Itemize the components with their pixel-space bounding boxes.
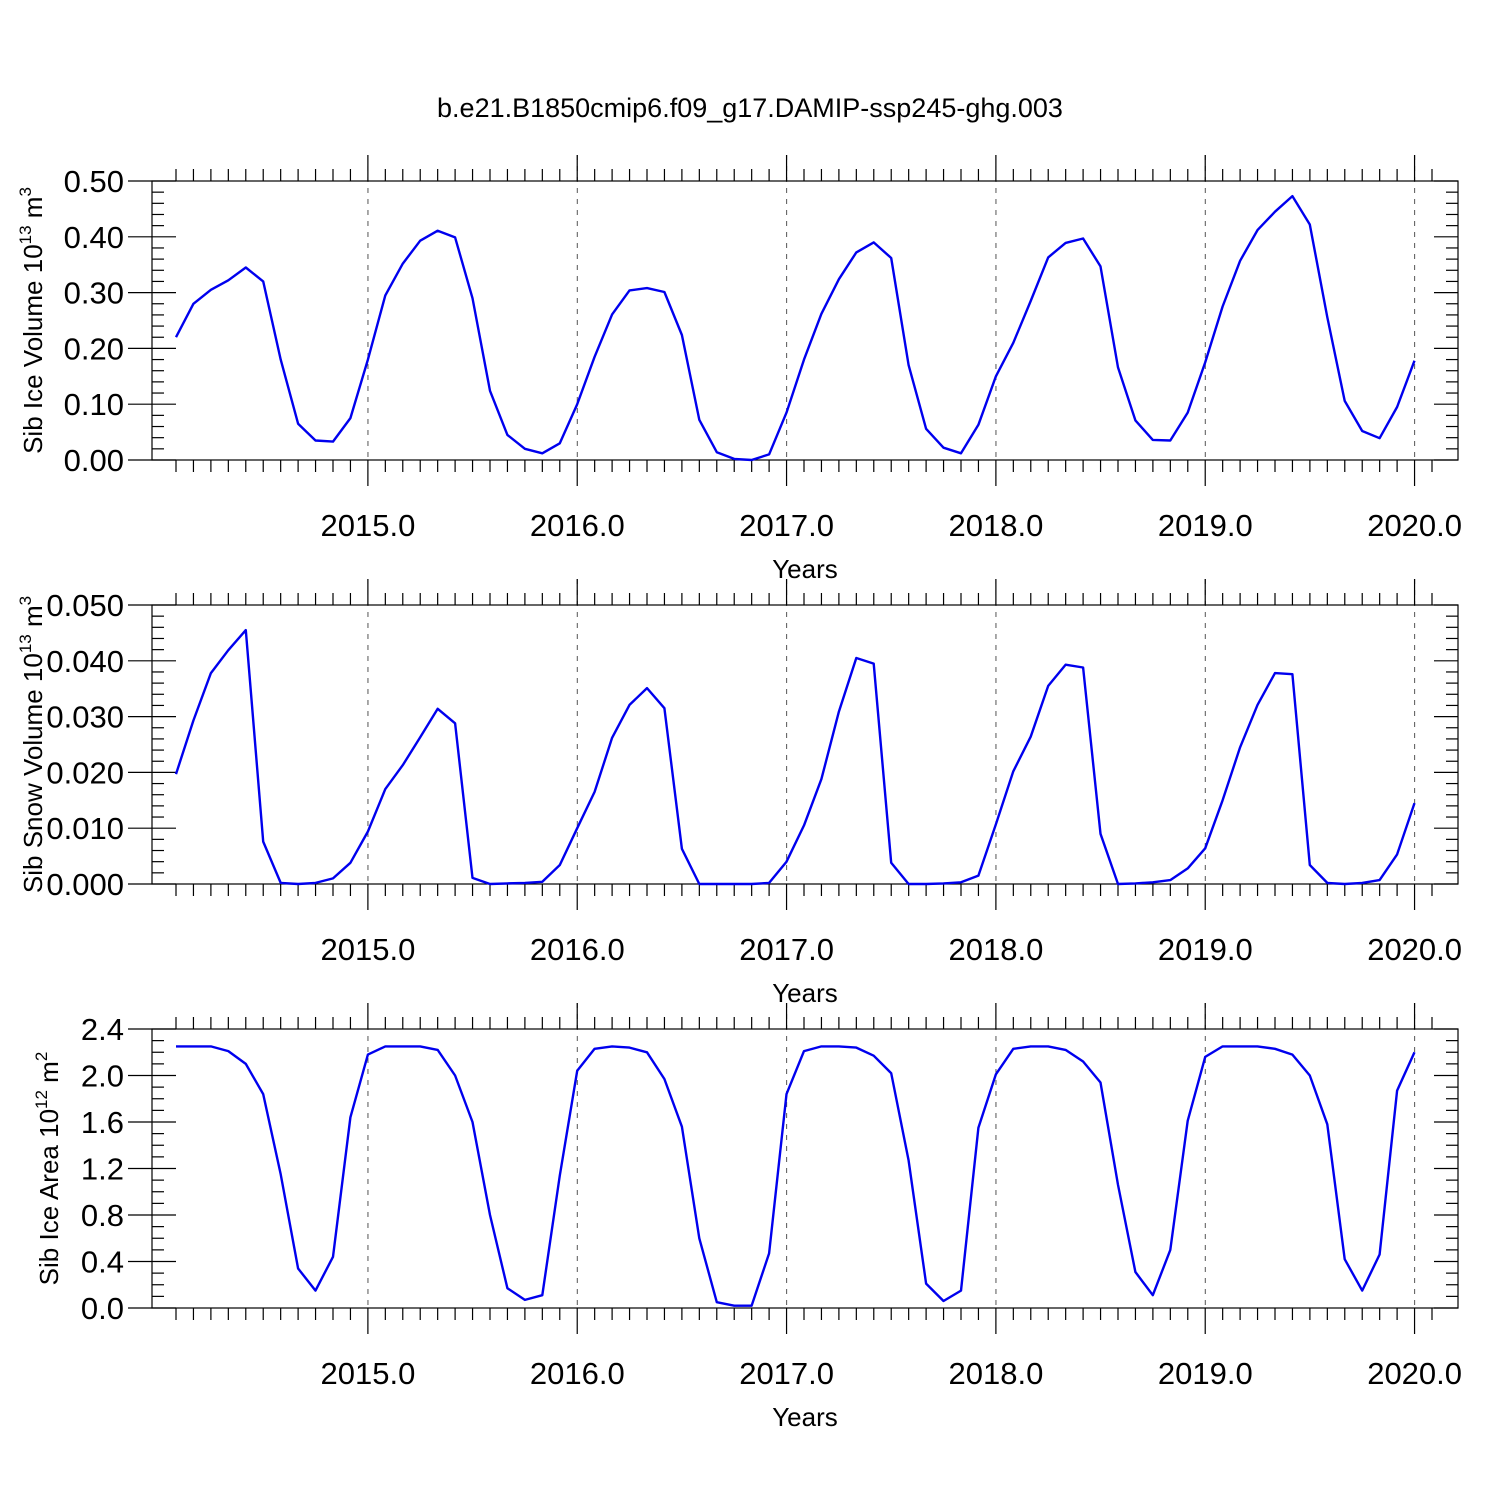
y-tick-label: 0.10 (64, 387, 124, 422)
y-axis-label-part: 13 (16, 634, 35, 653)
y-tick-label: 1.2 (81, 1152, 124, 1187)
series-line (174, 194, 1416, 462)
y-tick-label: 0.010 (46, 811, 124, 846)
y-tick-label: 0.00 (64, 443, 124, 478)
y-tick-label: 0.50 (64, 164, 124, 199)
panel-3: 0.0 0.4 0.8 1.2 1.6 2.0 2.4 2015.0 2016.0 2017.0 2… (32, 1003, 1462, 1432)
y-axis-label-part: 12 (32, 1090, 51, 1109)
y-axis-label-part: m (18, 197, 48, 226)
x-tick-label: 2017.0 (739, 932, 834, 967)
y-tick-label: 0.050 (46, 588, 124, 623)
plot-frame (151, 180, 1459, 461)
plot-frame (151, 1028, 1459, 1309)
y-axis-label-part: m (34, 1061, 64, 1090)
y-tick-label: 0.30 (64, 276, 124, 311)
x-tick-label: 2018.0 (949, 1356, 1044, 1391)
y-axis-label-part: 3 (16, 596, 35, 605)
y-tick-label: 0.8 (81, 1198, 124, 1233)
y-axis-label-part: 3 (16, 187, 35, 196)
x-axis-label: Years (772, 554, 838, 584)
x-tick-label: 2019.0 (1158, 932, 1253, 967)
y-axis-label-part: Sib Ice Volume 10 (18, 244, 48, 454)
x-tick-label: 2016.0 (530, 508, 625, 543)
y-axis-label-part: Sib Snow Volume 10 (18, 653, 48, 893)
x-tick-label: 2016.0 (530, 1356, 625, 1391)
y-axis-label-part: m (18, 605, 48, 634)
plot-frame (151, 604, 1459, 885)
x-tick-label: 2017.0 (739, 1356, 834, 1391)
y-tick-label: 2.4 (81, 1012, 124, 1047)
y-tick-label: 0.030 (46, 700, 124, 735)
y-tick-label: 0.000 (46, 867, 124, 902)
y-axis-label: Sib Ice Volume 1013 m3 (16, 187, 48, 454)
series-line (176, 1045, 1416, 1307)
x-tick-label: 2015.0 (321, 508, 416, 543)
figure-title: b.e21.B1850cmip6.f09_g17.DAMIP-ssp245-gh… (437, 93, 1063, 123)
x-tick-label: 2019.0 (1158, 1356, 1253, 1391)
y-tick-label: 0.20 (64, 331, 124, 366)
y-tick-label: 2.0 (81, 1059, 124, 1094)
x-tick-label: 2017.0 (739, 508, 834, 543)
y-tick-label: 0.020 (46, 755, 124, 790)
panel-1: 0.00 0.10 0.20 0.30 0.40 0.50 2015.0 2016.0 2017… (16, 155, 1462, 584)
x-axis-label: Years (772, 978, 838, 1008)
x-tick-label: 2020.0 (1367, 1356, 1462, 1391)
x-tick-label: 2016.0 (530, 932, 625, 967)
y-axis-label-part: 2 (32, 1052, 51, 1061)
x-tick-label: 2020.0 (1367, 508, 1462, 543)
y-tick-label: 0.040 (46, 644, 124, 679)
x-tick-label: 2015.0 (321, 1356, 416, 1391)
x-tick-label: 2015.0 (321, 932, 416, 967)
panels: 0.00 0.10 0.20 0.30 0.40 0.50 2015.0 2016.0 2017… (16, 155, 1462, 1432)
panel-2: 0.000 0.010 0.020 0.030 0.040 0.050 2015.0 2016… (16, 579, 1462, 1008)
y-tick-label: 0.4 (81, 1245, 124, 1280)
y-tick-label: 0.0 (81, 1291, 124, 1326)
x-tick-label: 2020.0 (1367, 932, 1462, 967)
x-tick-label: 2018.0 (949, 932, 1044, 967)
y-tick-label: 0.40 (64, 220, 124, 255)
x-axis-label: Years (772, 1402, 838, 1432)
y-axis-label: Sib Ice Area 1012 m2 (32, 1052, 64, 1286)
series-line (174, 628, 1416, 886)
x-tick-label: 2019.0 (1158, 508, 1253, 543)
y-axis-label: Sib Snow Volume 1013 m3 (16, 596, 48, 893)
y-axis-label-part: Sib Ice Area 10 (34, 1109, 64, 1285)
y-tick-label: 1.6 (81, 1105, 124, 1140)
y-axis-label-part: 13 (16, 225, 35, 244)
x-tick-label: 2018.0 (949, 508, 1044, 543)
